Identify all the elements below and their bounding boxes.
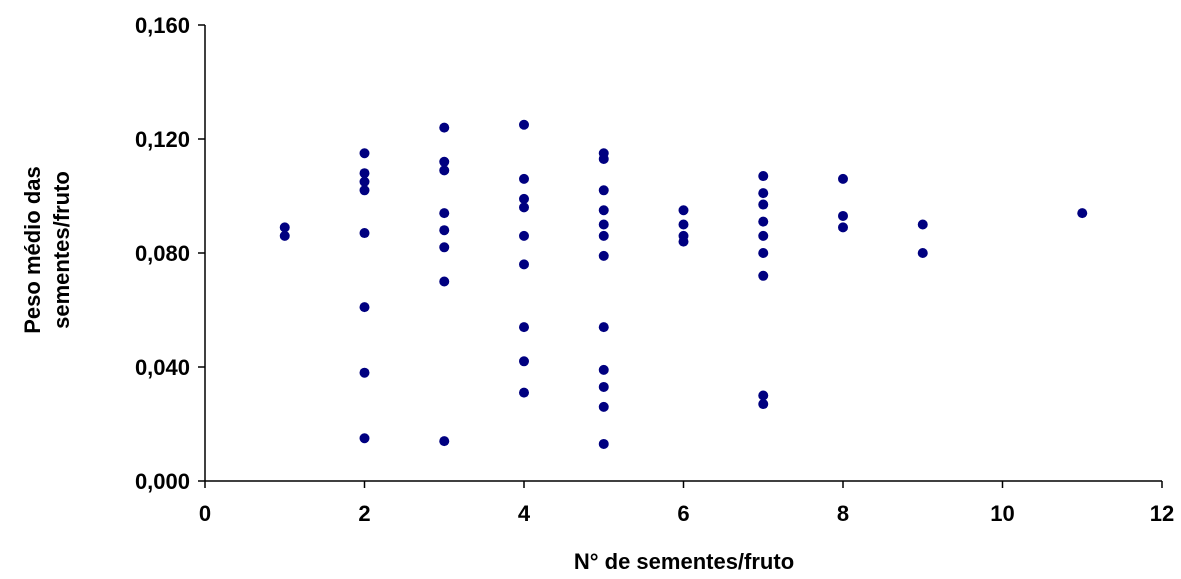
data-point	[519, 356, 529, 367]
data-point	[439, 242, 450, 253]
data-point	[359, 148, 370, 159]
data-point	[598, 322, 609, 333]
data-point	[598, 205, 609, 216]
data-point	[758, 188, 769, 199]
x-ticks: 0 2 4 6 8 10 12	[199, 481, 1174, 526]
data-point	[678, 205, 689, 216]
x-tick-label: 10	[990, 501, 1014, 526]
data-point	[439, 165, 450, 176]
y-axis-title-line-2: sementes/fruto	[49, 171, 74, 329]
data-point	[279, 230, 290, 241]
data-point	[439, 208, 450, 219]
y-axis-title-line-1: Peso médio das	[20, 166, 45, 334]
x-tick-label: 2	[358, 501, 370, 526]
data-point	[758, 390, 769, 401]
data-point	[439, 225, 450, 236]
data-point	[598, 153, 609, 164]
data-point	[917, 248, 928, 258]
x-tick-label: 8	[837, 501, 849, 526]
data-point	[519, 230, 529, 241]
data-point	[678, 219, 689, 230]
data-point	[439, 156, 450, 167]
data-point	[758, 248, 769, 258]
data-point	[519, 387, 529, 398]
data-point	[598, 401, 609, 412]
data-point	[758, 171, 769, 182]
data-point	[598, 185, 609, 196]
y-axis-title: Peso médio das sementes/fruto	[20, 166, 74, 334]
data-point	[519, 322, 529, 333]
data-point	[758, 270, 769, 281]
data-point	[838, 210, 848, 221]
data-point	[519, 259, 529, 270]
data-point	[519, 173, 529, 184]
data-point	[1077, 208, 1088, 219]
y-tick-label: 0,000	[135, 469, 190, 494]
data-point	[598, 250, 609, 261]
data-point	[279, 222, 290, 233]
y-tick-label: 0,120	[135, 127, 190, 152]
data-point	[519, 193, 529, 204]
data-point	[359, 367, 370, 378]
data-point	[359, 228, 370, 239]
data-point	[678, 236, 689, 247]
data-point	[598, 230, 609, 241]
data-point	[359, 185, 370, 196]
x-tick-label: 0	[199, 501, 211, 526]
data-point	[598, 364, 609, 375]
x-axis-title: N° de sementes/fruto	[574, 549, 794, 574]
data-point	[598, 381, 609, 392]
y-tick-label: 0,080	[135, 241, 190, 266]
data-point	[519, 202, 529, 213]
y-ticks: 0,000 0,040 0,080 0,120 0,160	[135, 13, 205, 494]
data-points	[279, 119, 1088, 449]
data-point	[758, 230, 769, 241]
x-tick-label: 12	[1150, 501, 1174, 526]
x-tick-label: 6	[677, 501, 689, 526]
data-point	[838, 222, 848, 233]
y-tick-label: 0,160	[135, 13, 190, 38]
data-point	[758, 399, 769, 410]
data-point	[598, 438, 609, 449]
data-point	[439, 276, 450, 287]
y-tick-label: 0,040	[135, 355, 190, 380]
data-point	[598, 219, 609, 230]
data-point	[519, 119, 529, 130]
x-tick-label: 4	[518, 501, 531, 526]
data-point	[359, 176, 370, 187]
data-point	[439, 122, 450, 133]
data-point	[439, 436, 450, 447]
data-point	[917, 219, 928, 230]
data-point	[758, 216, 769, 227]
data-point	[359, 433, 370, 444]
data-point	[359, 302, 370, 313]
data-point	[359, 168, 370, 179]
data-point	[838, 173, 848, 184]
data-point	[758, 199, 769, 210]
